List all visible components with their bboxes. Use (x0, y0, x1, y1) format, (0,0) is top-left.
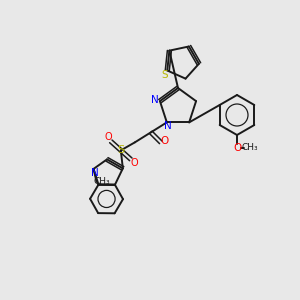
Text: CH₃: CH₃ (242, 143, 258, 152)
Text: O: O (161, 136, 169, 146)
Text: S: S (161, 70, 168, 80)
Text: O: O (104, 132, 112, 142)
Text: CH₃: CH₃ (93, 177, 110, 186)
Text: S: S (117, 146, 124, 155)
Text: O: O (130, 158, 138, 168)
Text: N: N (151, 95, 159, 105)
Text: N: N (164, 122, 172, 131)
Text: N: N (91, 168, 98, 178)
Text: O: O (233, 143, 241, 153)
